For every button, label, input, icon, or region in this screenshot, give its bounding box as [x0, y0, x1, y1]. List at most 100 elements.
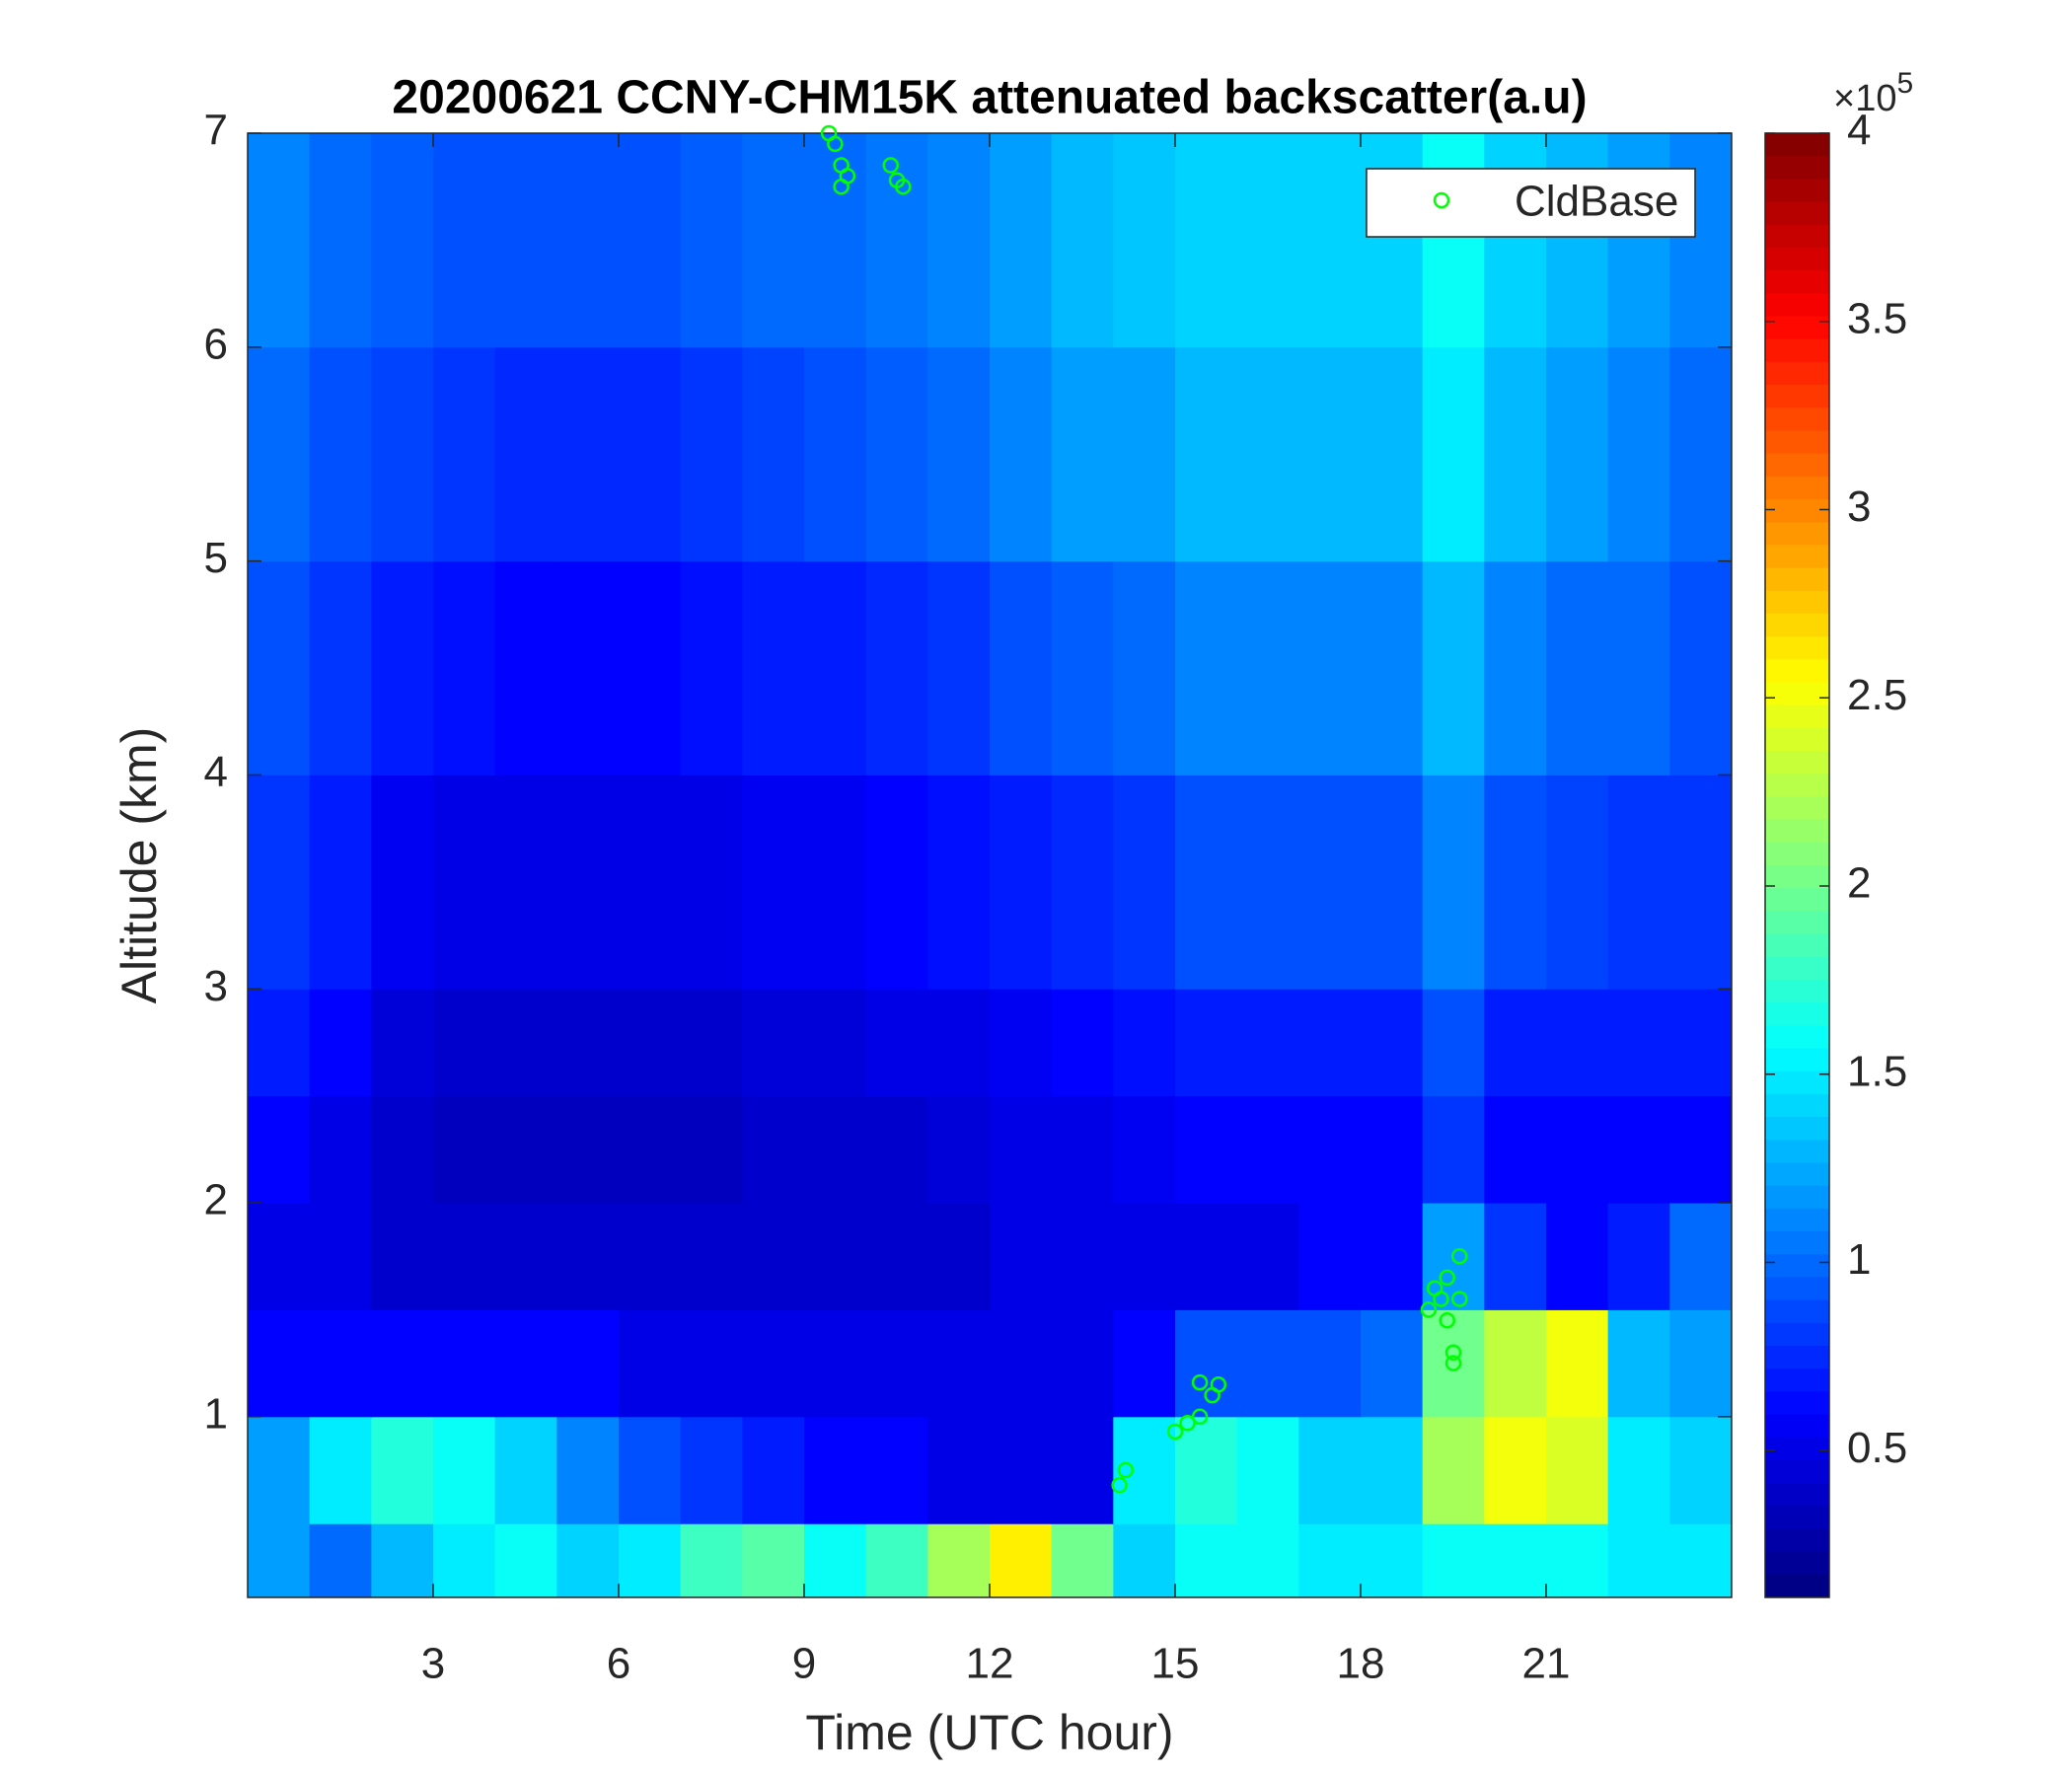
heatmap-cell — [865, 1095, 928, 1204]
heatmap-cell — [309, 1203, 372, 1310]
heatmap-cell — [1422, 1309, 1485, 1418]
heatmap-cell — [1113, 1416, 1176, 1524]
heatmap-cell — [865, 1203, 928, 1310]
heatmap-cell — [1298, 989, 1362, 1097]
heatmap-cell — [371, 1523, 434, 1598]
heatmap-cell — [494, 133, 557, 348]
colorbar-segment — [1765, 522, 1829, 546]
heatmap-cell — [742, 1203, 805, 1310]
colorbar-segment — [1765, 453, 1829, 478]
heatmap-cell — [433, 560, 496, 776]
heatmap-cell — [1669, 346, 1733, 562]
heatmap-cell — [248, 1203, 311, 1310]
y-axis-label: Altitude (km) — [111, 727, 167, 1004]
heatmap-cell — [990, 1203, 1053, 1310]
heatmap-cell — [1607, 1095, 1670, 1204]
heatmap-cell — [927, 1416, 991, 1524]
colorbar-segment — [1765, 1140, 1829, 1163]
legend-marker — [1433, 191, 1450, 209]
y-tick-label: 1 — [204, 1389, 228, 1438]
heatmap-cell — [990, 133, 1053, 348]
heatmap-cell — [556, 1416, 620, 1524]
heatmap-cell — [1175, 775, 1238, 990]
heatmap-cell — [927, 1203, 991, 1310]
colorbar-segment — [1765, 1071, 1829, 1095]
cloud-base-point — [839, 168, 856, 185]
y-tick-label: 6 — [204, 320, 228, 368]
heatmap-cell — [1113, 1309, 1176, 1418]
heatmap-cell — [1607, 346, 1670, 562]
colorbar-segment — [1765, 933, 1829, 958]
heatmap-cell — [248, 1095, 311, 1204]
heatmap-cell — [619, 133, 682, 348]
colorbar-segment — [1765, 682, 1829, 706]
y-tick-label: 7 — [204, 107, 228, 155]
heatmap-cell — [1422, 133, 1485, 348]
heatmap-cell — [865, 1416, 928, 1524]
heatmap-cell — [619, 1523, 682, 1598]
colorbar-segment — [1765, 476, 1829, 500]
colorbar-segment — [1765, 1506, 1829, 1529]
heatmap-cell — [1607, 133, 1670, 348]
heatmap-cell — [309, 989, 372, 1097]
heatmap-cell — [433, 1523, 496, 1598]
heatmap-cell — [1113, 989, 1176, 1097]
heatmap-cell — [309, 560, 372, 776]
heatmap-cell — [494, 1523, 557, 1598]
heatmap-cell — [1113, 560, 1176, 776]
colorbar-segment — [1765, 133, 1829, 157]
heatmap-cell — [990, 1309, 1053, 1418]
heatmap-cell — [433, 133, 496, 348]
cloud-base-point — [882, 157, 899, 174]
heatmap-cell — [865, 346, 928, 562]
colorbar-segment — [1765, 338, 1829, 363]
colorbar-segment — [1765, 1391, 1829, 1415]
heatmap-cell — [248, 346, 311, 562]
colorbar-segment — [1765, 888, 1829, 912]
heatmap-cell — [1175, 1416, 1238, 1524]
heatmap-cell — [1051, 989, 1114, 1097]
legend-label: CldBase — [1515, 178, 1678, 226]
colorbar-segment — [1765, 659, 1829, 683]
heatmap-cell — [248, 989, 311, 1097]
heatmap-cell — [371, 1203, 434, 1310]
colorbar-segment — [1765, 156, 1829, 180]
heatmap-cell — [309, 1095, 372, 1204]
cloud-base-point — [1166, 1423, 1184, 1441]
heatmap-cell — [1546, 1416, 1609, 1524]
colorbar-tick-label: 2 — [1847, 859, 1871, 908]
heatmap-cell — [248, 1309, 311, 1418]
heatmap-cell — [1175, 346, 1238, 562]
heatmap-cell — [927, 1523, 991, 1598]
heatmap-cell — [1546, 989, 1609, 1097]
cloud-base-point — [1451, 1291, 1468, 1307]
heatmap-cell — [371, 1309, 434, 1418]
heatmap-cell — [804, 1309, 867, 1418]
heatmap-cell — [1361, 560, 1424, 776]
cloud-base-point — [1451, 1247, 1468, 1265]
heatmap-cell — [680, 346, 743, 562]
heatmap-cell — [927, 775, 991, 990]
cloud-base-point — [1111, 1476, 1128, 1494]
x-tick-label: 18 — [1337, 1640, 1385, 1688]
heatmap-cell — [1361, 346, 1424, 562]
heatmap-cell — [804, 560, 867, 776]
colorbar-segment — [1765, 1231, 1829, 1255]
heatmap-cell — [556, 560, 620, 776]
cloud-base-point — [1420, 1301, 1438, 1318]
heatmap-cell — [804, 1095, 867, 1204]
heatmap-cell — [927, 346, 991, 562]
heatmap-cell — [309, 1523, 372, 1598]
heatmap-cell — [556, 1095, 620, 1204]
cloud-base-point — [1433, 1291, 1449, 1307]
colorbar-multiplier: ×105 — [1833, 67, 1913, 119]
heatmap-cell — [556, 346, 620, 562]
heatmap-cell — [1113, 775, 1176, 990]
colorbar-segment — [1765, 385, 1829, 408]
heatmap-cell — [1607, 775, 1670, 990]
heatmap-cell — [1607, 1523, 1670, 1598]
heatmap-cell — [371, 1416, 434, 1524]
heatmap-cell — [494, 1309, 557, 1418]
colorbar-segment — [1765, 1459, 1829, 1484]
